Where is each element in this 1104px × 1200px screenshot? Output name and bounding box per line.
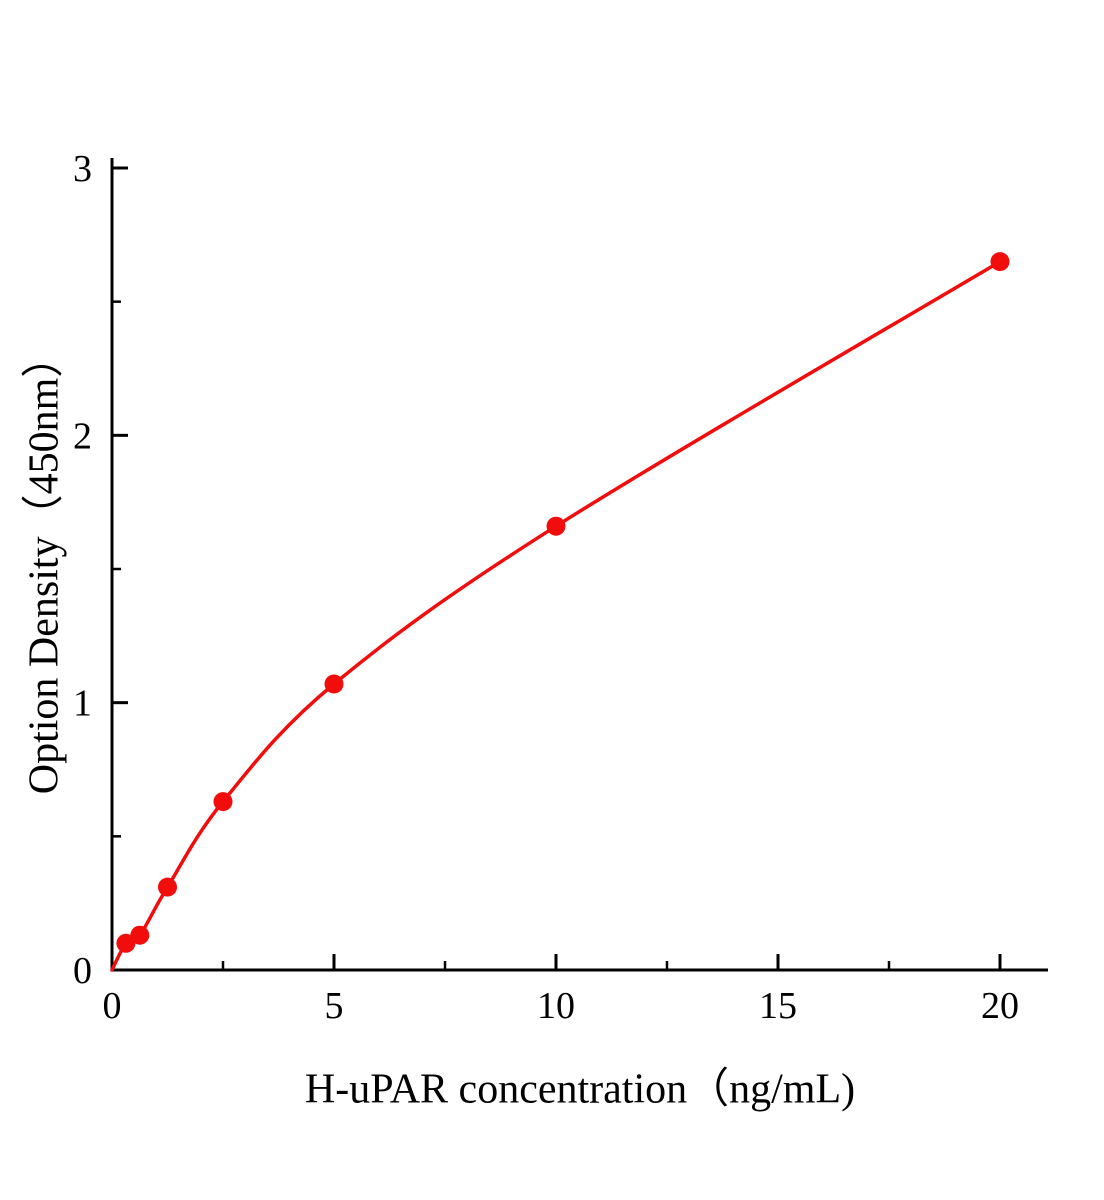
x-tick-label: 20 — [981, 985, 1019, 1027]
x-tick-label: 15 — [759, 985, 797, 1027]
data-point — [130, 925, 150, 945]
y-tick-label: 2 — [73, 415, 92, 457]
data-point — [990, 252, 1010, 272]
y-tick-label: 0 — [73, 950, 92, 992]
x-tick-label: 5 — [325, 985, 344, 1027]
x-tick-label: 10 — [537, 985, 575, 1027]
y-axis-label: Option Density（450nm） — [21, 335, 68, 795]
data-point — [546, 516, 566, 536]
axes-lines — [110, 158, 1048, 972]
x-axis-label: H-uPAR concentration（ng/mL) — [304, 1066, 856, 1113]
y-tick-label: 3 — [73, 148, 92, 190]
data-point — [158, 877, 177, 897]
x-tick-label: 0 — [103, 985, 122, 1027]
y-tick-label: 1 — [73, 683, 92, 725]
data-point — [213, 792, 233, 812]
fitted-curve — [110, 259, 1002, 972]
data-point — [324, 674, 344, 694]
data-point — [116, 933, 136, 953]
